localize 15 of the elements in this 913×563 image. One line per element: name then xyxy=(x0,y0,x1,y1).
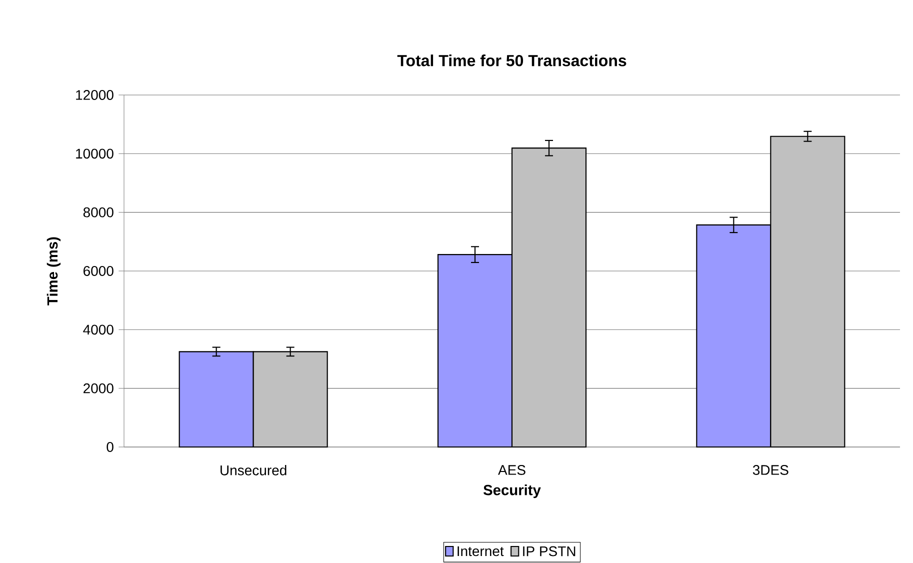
y-tick-label: 2000 xyxy=(84,383,114,394)
x-tick-label: 3DES xyxy=(752,465,788,475)
x-axis-title: Security xyxy=(483,484,541,498)
legend-label: IP PSTN xyxy=(523,546,576,556)
chart-title: Total Time for 50 Transactions xyxy=(397,54,626,66)
y-tick-label: 0 xyxy=(106,442,114,452)
y-tick-label: 10000 xyxy=(76,148,114,159)
legend-label: Internet xyxy=(458,546,504,556)
y-tick-label: 6000 xyxy=(84,266,114,276)
y-tick-label: 12000 xyxy=(76,90,114,100)
y-tick-label: 4000 xyxy=(83,324,114,335)
x-tick-label: Unsecured xyxy=(220,465,286,476)
y-tick-label: 8000 xyxy=(83,207,114,218)
x-tick-label: AES xyxy=(498,465,526,475)
y-axis-title: Time (ms) xyxy=(46,237,61,306)
